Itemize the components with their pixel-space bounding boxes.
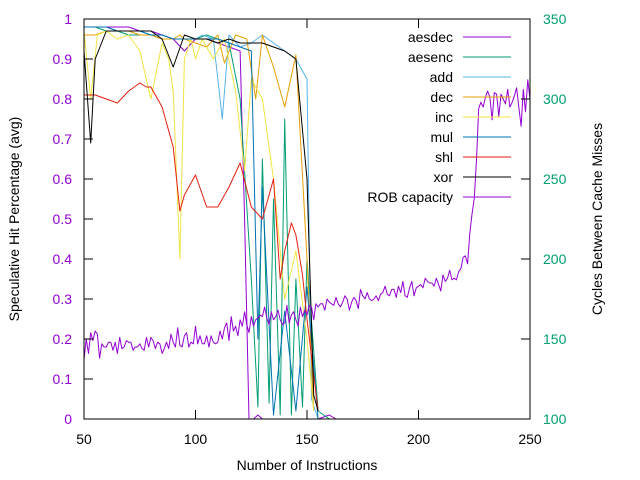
legend-label-dec: dec — [430, 89, 453, 105]
legend-label-add: add — [430, 69, 453, 85]
y-tick-label-4: 0.4 — [53, 251, 73, 267]
series-line-rob-capacity — [83, 79, 531, 360]
legend-label-shl: shl — [435, 149, 453, 165]
x-tick-label-3: 200 — [407, 431, 431, 447]
y2-tick-label-3: 250 — [543, 171, 567, 187]
x-tick-label-4: 250 — [518, 431, 542, 447]
y-tick-label-2: 0.2 — [53, 331, 73, 347]
ticks-layer: 50 100 150 200 250 0 0.1 0.2 0.3 0.4 0.5 0.6 0.7 0.8 0… — [53, 11, 567, 447]
y-tick-label-0: 0 — [64, 411, 72, 427]
y-tick-label-6: 0.6 — [53, 171, 73, 187]
y2-tick-label-1: 150 — [543, 331, 567, 347]
legend-label-rob-capacity: ROB capacity — [367, 189, 453, 205]
y-tick-label-7: 0.7 — [53, 131, 73, 147]
y2-tick-label-5: 350 — [543, 11, 567, 27]
y-tick-label-5: 0.5 — [53, 211, 73, 227]
y-tick-label-10: 1 — [64, 11, 72, 27]
y-tick-label-1: 0.1 — [53, 371, 73, 387]
series-line-shl — [84, 82, 319, 412]
y-tick-label-8: 0.8 — [53, 91, 73, 107]
y-tick-label-3: 0.3 — [53, 291, 73, 307]
series-line-dec — [84, 30, 315, 412]
x-tick-label-1: 100 — [184, 431, 208, 447]
legend-label-aesenc: aesenc — [408, 49, 453, 65]
y-axis-label: Speculative Hit Percentage (avg) — [6, 117, 22, 322]
y2-tick-label-4: 300 — [543, 91, 567, 107]
legend-label-xor: xor — [434, 169, 454, 185]
y2-tick-label-2: 200 — [543, 251, 567, 267]
x-tick-label-2: 150 — [295, 431, 319, 447]
y2-tick-label-0: 100 — [543, 411, 567, 427]
legend-label-mul: mul — [430, 129, 453, 145]
x-tick-label-0: 50 — [76, 431, 92, 447]
y-tick-label-9: 0.9 — [53, 51, 73, 67]
legend-label-aesdec: aesdec — [408, 29, 453, 45]
y2-axis-label: Cycles Between Cache Misses — [589, 123, 605, 315]
legend-label-inc: inc — [435, 109, 453, 125]
series-line-aesenc — [84, 26, 330, 420]
series-layer — [83, 26, 531, 420]
x-axis-label: Number of Instructions — [237, 457, 378, 473]
series-line-xor — [83, 30, 319, 412]
legend: aesdec aesenc add dec inc mul shl xor ROB capaci… — [367, 29, 511, 205]
